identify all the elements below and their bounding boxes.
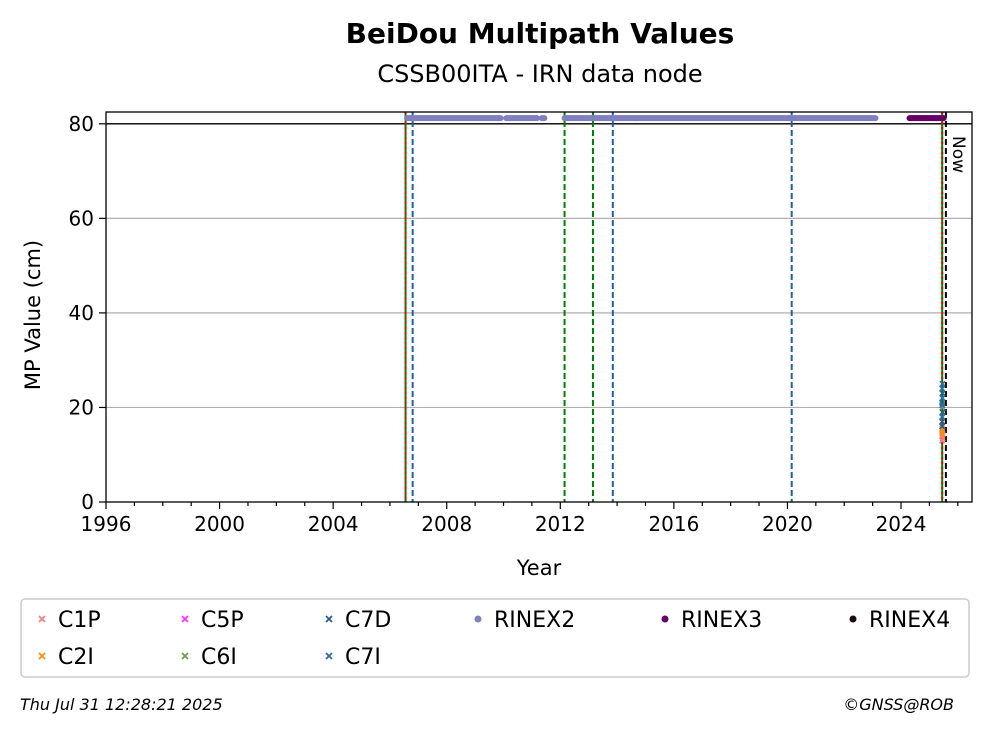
legend-label: RINEX3 (681, 608, 762, 633)
footer-credit: ©GNSS@ROB (843, 695, 954, 714)
y-tick-label: 40 (69, 301, 94, 325)
legend-marker (325, 652, 333, 660)
legend-item-RINEX3: RINEX3 (661, 608, 762, 633)
x-tick-label: 2016 (648, 512, 699, 536)
point-C7I (939, 413, 946, 421)
y-tick-label: 60 (69, 206, 94, 230)
series-RINEX3 (906, 115, 947, 122)
point-C1P (939, 435, 946, 442)
x-tick-label: 2024 (876, 512, 927, 536)
series-C7I (939, 380, 946, 421)
legend-label: C5P (201, 608, 244, 633)
point-RINEX2 (872, 115, 879, 122)
now-label: Now (948, 136, 968, 173)
legend-item-C7D: C7D (325, 608, 391, 633)
legend-item-C2I: C2I (38, 645, 94, 670)
legend-marker (38, 652, 46, 660)
event-lines (404, 112, 947, 502)
x-tick-label: 2008 (421, 512, 472, 536)
legend-marker (325, 615, 333, 623)
y-tick-label: 80 (69, 112, 94, 136)
legend-marker (474, 615, 482, 623)
y-axis-label: MP Value (cm) (21, 240, 45, 390)
legend-box (20, 598, 970, 678)
legend-marker (181, 615, 189, 623)
legend-item-C6I: C6I (181, 645, 237, 670)
legend-item-RINEX2: RINEX2 (474, 608, 575, 633)
legend-label: C7I (345, 645, 381, 670)
y-axis: 0 20 40 60 80 (69, 112, 106, 514)
legend-label: C1P (58, 608, 101, 633)
gridlines (106, 123, 972, 409)
footer-timestamp: Thu Jul 31 12:28:21 2025 (20, 695, 223, 714)
legend-label: C2I (58, 645, 94, 670)
point-RINEX2 (497, 115, 504, 122)
series-RINEX2 (403, 115, 879, 122)
legend-marker (38, 615, 46, 623)
x-tick-label: 2020 (762, 512, 813, 536)
point-RINEX3 (940, 115, 947, 122)
legend-marker (661, 615, 669, 623)
point-C7I (939, 394, 946, 402)
point-C7I (939, 401, 946, 409)
x-tick-label: 1996 (81, 512, 132, 536)
plot-frame (105, 111, 973, 503)
legend-marker (181, 652, 189, 660)
legend-item-RINEX4: RINEX4 (849, 608, 950, 633)
legend-item-C1P: C1P (38, 608, 101, 633)
point-RINEX2 (541, 115, 548, 122)
y-tick-label: 0 (81, 490, 94, 514)
x-axis: 1996 2000 2004 2008 2012 2016 2020 2024 (81, 502, 959, 536)
chart-title: BeiDou Multipath Values (346, 17, 735, 50)
legend-label: RINEX2 (494, 608, 575, 633)
x-tick-label: 2012 (535, 512, 586, 536)
y-tick-label: 20 (69, 395, 94, 419)
legend-label: RINEX4 (869, 608, 950, 633)
data-points (403, 115, 947, 444)
point-C7I (939, 380, 946, 387)
point-RINEX2 (534, 115, 541, 122)
legend-label: C7D (345, 608, 391, 633)
legend-label: C6I (201, 645, 237, 670)
legend-item-C7I: C7I (325, 645, 381, 670)
legend-marker (849, 615, 857, 623)
legend-item-C5P: C5P (181, 608, 244, 633)
point-C7D (939, 418, 946, 425)
point-C7D (939, 423, 946, 430)
x-tick-label: 2004 (308, 512, 359, 536)
chart-subtitle: CSSB00ITA - IRN data node (377, 60, 702, 88)
x-axis-label: Year (516, 556, 562, 580)
legend: C1P C2I C5P C6I C7D C7I RINEX2 RINEX3 RINEX4 (38, 608, 950, 670)
x-tick-label: 2000 (194, 512, 245, 536)
